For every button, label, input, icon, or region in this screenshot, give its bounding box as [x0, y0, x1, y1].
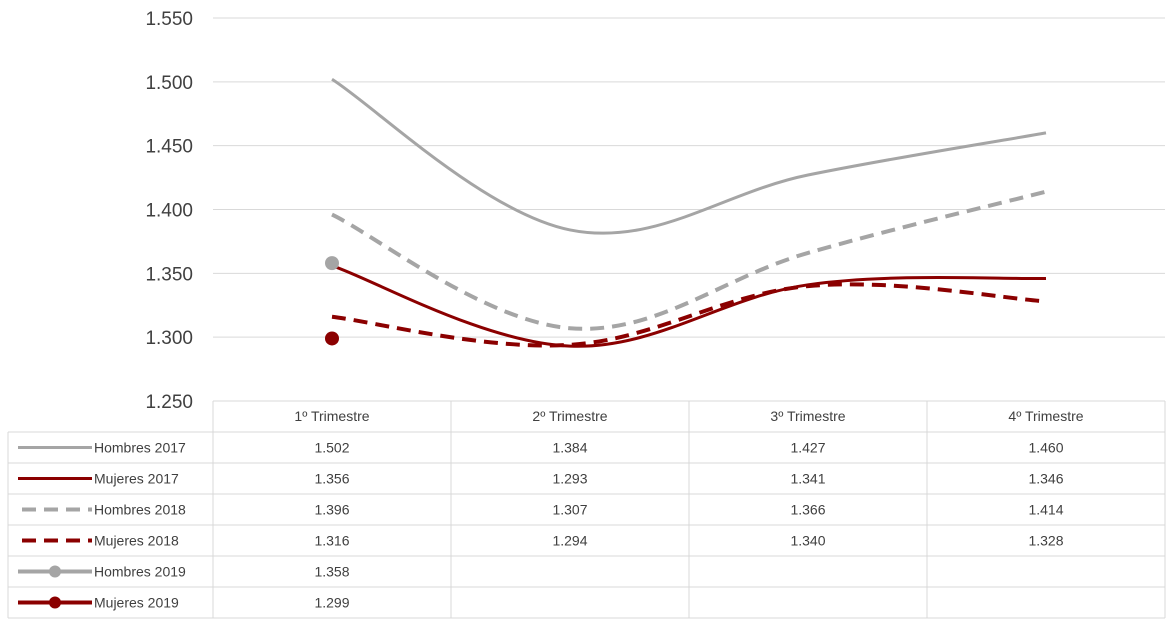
legend-label: Mujeres 2018 [94, 533, 179, 549]
data-cell: 1.414 [1028, 502, 1063, 518]
y-tick-label: 1.450 [145, 137, 193, 158]
point-mujeres-2019 [325, 331, 339, 346]
x-category-label: 1º Trimestre [294, 408, 369, 424]
legend-label: Hombres 2019 [94, 564, 186, 580]
legend-key-marker [49, 596, 61, 609]
y-tick-label: 1.350 [145, 264, 193, 285]
line-hombres-2018 [331, 189, 1047, 331]
data-cell: 1.346 [1028, 471, 1063, 487]
data-cell: 1.294 [552, 533, 587, 549]
y-tick-label: 1.400 [145, 201, 193, 222]
legend-label: Mujeres 2017 [94, 471, 179, 487]
data-cell: 1.293 [552, 471, 587, 487]
series-lines [325, 78, 1047, 348]
legend-label: Hombres 2017 [94, 440, 186, 456]
legend-label: Mujeres 2019 [94, 595, 179, 611]
line-mujeres-2017 [331, 264, 1047, 348]
line-hombres-2017 [331, 78, 1047, 235]
data-cell: 1.328 [1028, 533, 1063, 549]
y-tick-label: 1.300 [145, 328, 193, 349]
y-tick-label: 1.500 [145, 73, 193, 94]
data-cell: 1.502 [314, 440, 349, 456]
data-cell: 1.316 [314, 533, 349, 549]
data-cell: 1.307 [552, 502, 587, 518]
x-category-label: 4º Trimestre [1008, 408, 1083, 424]
point-hombres-2019 [325, 256, 339, 271]
data-cell: 1.460 [1028, 440, 1063, 456]
legend-label: Hombres 2018 [94, 502, 186, 518]
y-axis-ticks: 1.250 1.300 1.350 1.400 1.450 1.500 1.550 [145, 9, 193, 413]
y-tick-label: 1.550 [145, 9, 193, 30]
data-cell: 1.341 [790, 471, 825, 487]
line-mujeres-2018 [331, 282, 1047, 348]
data-cell: 1.366 [790, 502, 825, 518]
x-category-label: 2º Trimestre [532, 408, 607, 424]
data-cell: 1.358 [314, 564, 349, 580]
data-cell: 1.396 [314, 502, 349, 518]
gridlines [213, 17, 1165, 402]
y-tick-label: 1.250 [145, 392, 193, 413]
data-cell: 1.427 [790, 440, 825, 456]
data-cell: 1.356 [314, 471, 349, 487]
data-cell: 1.299 [314, 595, 349, 611]
data-table: 1º Trimestre 2º Trimestre 3º Trimestre 4º T… [7, 400, 1166, 619]
legend-key-marker [49, 565, 61, 578]
data-cell: 1.384 [552, 440, 587, 456]
data-cell: 1.340 [790, 533, 825, 549]
x-category-label: 3º Trimestre [770, 408, 845, 424]
